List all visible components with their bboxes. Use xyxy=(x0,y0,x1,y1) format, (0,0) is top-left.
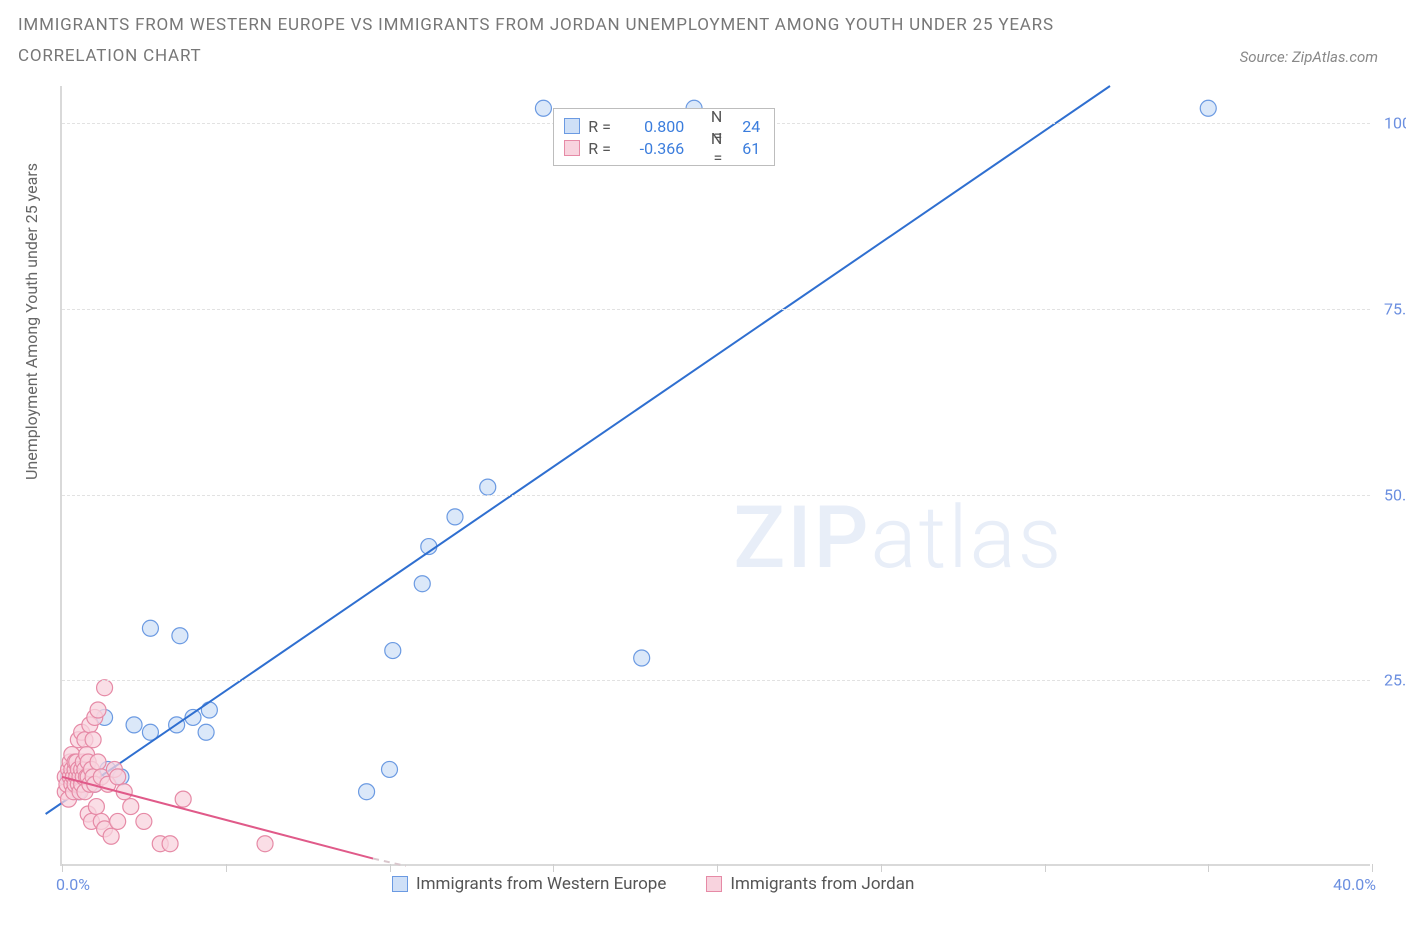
x-tick-mark xyxy=(553,864,554,872)
x-tick-mark xyxy=(1208,864,1209,872)
source-name: ZipAtlas.com xyxy=(1292,48,1378,66)
scatter-point xyxy=(414,576,430,592)
scatter-point xyxy=(385,643,401,659)
plot-area: 25.0%50.0%75.0%100.0%0.0%40.0%ZIPatlasR … xyxy=(60,86,1370,866)
scatter-point xyxy=(382,761,398,777)
scatter-point xyxy=(123,799,139,815)
scatter-point xyxy=(110,813,126,829)
legend-swatch xyxy=(706,876,722,892)
plot-svg xyxy=(62,86,1372,866)
gridline-h xyxy=(62,309,1370,310)
scatter-point xyxy=(535,100,551,116)
scatter-point xyxy=(88,799,104,815)
source-attribution: Source: ZipAtlas.com xyxy=(1240,48,1378,66)
scatter-point xyxy=(90,702,106,718)
scatter-point xyxy=(85,732,101,748)
scatter-point xyxy=(110,769,126,785)
scatter-point xyxy=(175,791,191,807)
legend-n-label: N = xyxy=(692,129,722,167)
x-tick-label: 0.0% xyxy=(56,875,90,894)
scatter-point xyxy=(97,680,113,696)
x-tick-mark xyxy=(881,864,882,872)
y-tick-label: 50.0% xyxy=(1376,485,1406,504)
y-tick-label: 100.0% xyxy=(1376,114,1406,133)
legend-row: R =-0.366N =61 xyxy=(564,137,760,159)
legend-r-value: -0.366 xyxy=(624,139,684,158)
y-axis-label: Unemployment Among Youth under 25 years xyxy=(22,163,41,480)
legend-label: Immigrants from Jordan xyxy=(730,874,914,894)
title-line-2: CORRELATION CHART xyxy=(18,41,1054,72)
scatter-point xyxy=(634,650,650,666)
title-line-1: IMMIGRANTS FROM WESTERN EUROPE VS IMMIGR… xyxy=(18,10,1054,41)
scatter-point xyxy=(172,628,188,644)
x-tick-mark xyxy=(62,864,63,872)
y-tick-label: 75.0% xyxy=(1376,299,1406,318)
x-tick-mark xyxy=(717,864,718,872)
legend-r-label: R = xyxy=(588,139,616,158)
x-tick-label: 40.0% xyxy=(1333,875,1376,894)
legend-label: Immigrants from Western Europe xyxy=(416,874,666,894)
scatter-point xyxy=(103,828,119,844)
trend-line xyxy=(46,86,1110,814)
scatter-point xyxy=(257,836,273,852)
x-tick-mark xyxy=(390,864,391,872)
scatter-point xyxy=(201,702,217,718)
scatter-point xyxy=(480,479,496,495)
legend-n-value: 61 xyxy=(730,139,760,158)
scatter-point xyxy=(198,724,214,740)
legend-r-label: R = xyxy=(588,117,616,136)
legend-series: Immigrants from Western Europe Immigrants… xyxy=(392,874,914,894)
x-tick-mark xyxy=(1372,864,1373,872)
chart-container: IMMIGRANTS FROM WESTERN EUROPE VS IMMIGR… xyxy=(0,0,1406,930)
x-tick-mark xyxy=(1045,864,1046,872)
scatter-point xyxy=(162,836,178,852)
y-tick-label: 25.0% xyxy=(1376,671,1406,690)
scatter-point xyxy=(359,784,375,800)
gridline-h xyxy=(62,680,1370,681)
scatter-point xyxy=(136,813,152,829)
legend-item: Immigrants from Western Europe xyxy=(392,874,666,894)
scatter-point xyxy=(142,620,158,636)
x-tick-mark xyxy=(226,864,227,872)
legend-correlation: R =0.800N =24R =-0.366N =61 xyxy=(553,108,775,166)
scatter-point xyxy=(447,509,463,525)
scatter-point xyxy=(126,717,142,733)
legend-r-value: 0.800 xyxy=(624,117,684,136)
legend-n-value: 24 xyxy=(730,117,760,136)
gridline-h xyxy=(62,495,1370,496)
scatter-point xyxy=(1200,100,1216,116)
legend-swatch xyxy=(564,140,580,156)
scatter-point xyxy=(90,754,106,770)
legend-row: R =0.800N =24 xyxy=(564,115,760,137)
source-prefix: Source: xyxy=(1240,48,1289,66)
legend-swatch xyxy=(392,876,408,892)
title-block: IMMIGRANTS FROM WESTERN EUROPE VS IMMIGR… xyxy=(18,10,1054,71)
legend-swatch xyxy=(564,118,580,134)
legend-item: Immigrants from Jordan xyxy=(706,874,914,894)
